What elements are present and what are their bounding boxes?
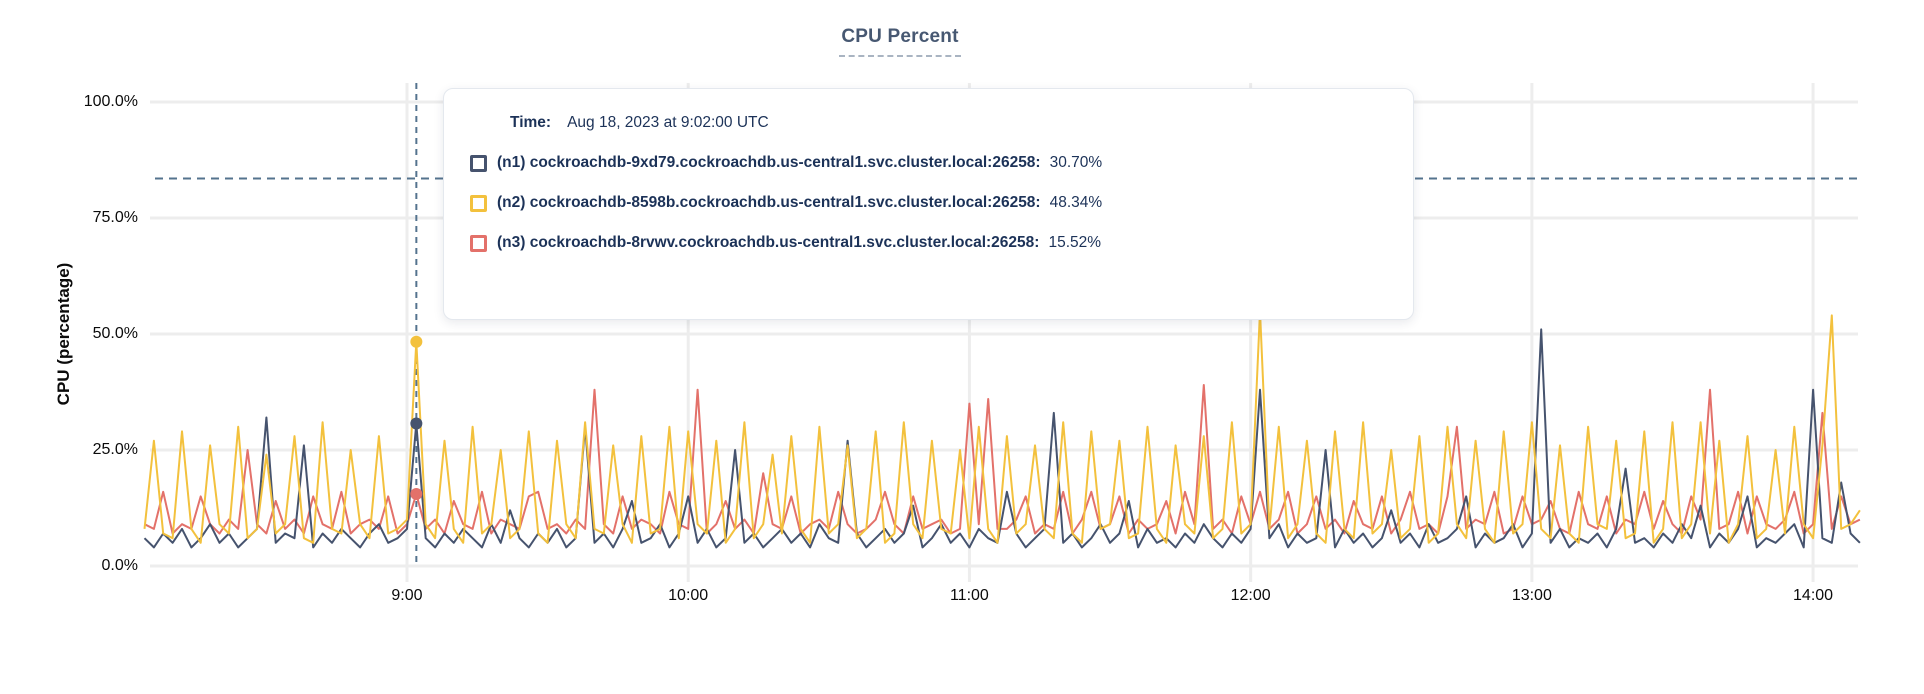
hover-dot-n2 [410,335,423,348]
series-line-n3 [144,384,1861,535]
y-tick-label: 0.0% [101,557,138,574]
tooltip-series-value: 48.34% [1049,194,1103,211]
tooltip-time-row: Time: Aug 18, 2023 at 9:02:00 UTC [510,113,1383,133]
tooltip-series-value: 30.70% [1049,154,1103,171]
y-tick-label: 25.0% [92,441,138,458]
tooltip-time-label: Time: [510,114,552,131]
hover-dot-n3 [410,487,423,500]
tooltip-time-value: Aug 18, 2023 at 9:02:00 UTC [567,114,769,131]
series-line-n2 [143,309,1861,544]
tooltip-series-row-n2: (n2) cockroachdb-8598b.cockroachdb.us-ce… [470,193,1383,213]
y-tick-label: 75.0% [92,209,138,226]
tooltip-series-label: (n2) cockroachdb-8598b.cockroachdb.us-ce… [497,194,1041,211]
x-tick-label: 12:00 [1230,587,1271,604]
tooltip-series-label: (n1) cockroachdb-9xd79.cockroachdb.us-ce… [497,154,1041,171]
y-tick-label: 50.0% [92,325,138,342]
series-n3-swatch-icon [470,234,487,252]
x-tick-label: 13:00 [1511,587,1552,604]
series-line-n1 [143,328,1861,549]
y-tick-label: 100.0% [83,93,138,110]
hover-dot-n1 [410,417,423,430]
chart-title[interactable]: CPU Percent [839,26,961,57]
tooltip-series-row-n1: (n1) cockroachdb-9xd79.cockroachdb.us-ce… [470,153,1383,173]
series-n1-swatch-icon [470,154,487,172]
tooltip-series-label: (n3) cockroachdb-8rvwv.cockroachdb.us-ce… [497,234,1040,251]
tooltip-series-value: 15.52% [1048,234,1102,251]
tooltip-series-row-n3: (n3) cockroachdb-8rvwv.cockroachdb.us-ce… [470,233,1383,253]
x-tick-label: 9:00 [391,587,423,604]
chart-tooltip: Time: Aug 18, 2023 at 9:02:00 UTC (n1) co… [443,88,1414,320]
x-tick-label: 10:00 [668,587,709,604]
x-tick-label: 11:00 [949,587,989,604]
series-n2-swatch-icon [470,194,487,212]
chart-title-wrap: CPU Percent [0,26,1924,57]
x-tick-label: 14:00 [1793,587,1834,604]
